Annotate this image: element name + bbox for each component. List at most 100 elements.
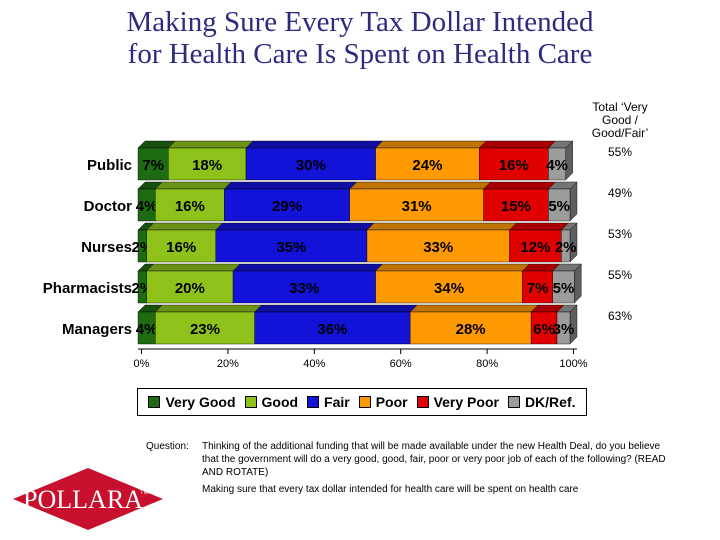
bar-top-face <box>167 140 254 149</box>
question-label: Question: <box>146 441 189 452</box>
bar-front-face <box>479 147 549 181</box>
bar-top-face <box>154 181 232 190</box>
bar-front-face <box>146 229 216 263</box>
bar-segment-pharmacists-fair <box>232 263 384 304</box>
total-column-header: Total ‘Very Good / Good/Fair’ <box>560 101 680 140</box>
legend-label: DK/Ref. <box>524 394 576 410</box>
bar-segment-doctor-good <box>154 181 232 222</box>
bar-segment-pharmacists-poor <box>375 263 530 304</box>
data-label: 29% <box>272 198 302 215</box>
bar-top-face <box>223 181 358 190</box>
data-label: 6% <box>533 321 555 338</box>
category-label-pharmacists: Pharmacists <box>43 280 132 297</box>
bar-top-face <box>483 181 556 190</box>
legend-label: Very Poor <box>433 394 499 410</box>
bar-front-face <box>530 311 558 345</box>
data-label: 35% <box>276 239 306 256</box>
bar-segment-public-poor <box>375 140 487 181</box>
bar-front-face <box>522 270 553 304</box>
legend-item-poor: Poor <box>358 394 408 410</box>
bar-segment-public-dk-ref <box>547 140 574 181</box>
bar-front-face <box>245 147 376 181</box>
bar-top-face <box>409 304 539 313</box>
bar-front-face <box>548 188 571 222</box>
data-label: 15% <box>501 198 531 215</box>
bar-segment-doctor-very-poor <box>483 181 556 222</box>
bar-segment-public-very-poor <box>478 140 556 181</box>
bar-top-face <box>232 263 384 272</box>
category-label-public: Public <box>87 157 132 174</box>
data-label: 34% <box>434 280 464 297</box>
pollara-logo: POLLARA TM <box>13 468 163 530</box>
logo-text: POLLARA <box>23 485 143 514</box>
bar-front-face <box>556 311 571 345</box>
bar-segment-public-good <box>167 140 254 181</box>
bar-front-face <box>366 229 510 263</box>
total-value-public: 55% <box>608 145 632 159</box>
data-label: 23% <box>190 321 220 338</box>
total-header-line-3: Good/Fair’ <box>591 126 649 140</box>
bar-top-face <box>375 140 487 149</box>
data-label: 12% <box>520 239 550 256</box>
bar-top-face <box>349 181 492 190</box>
bar-front-face <box>552 270 575 304</box>
bar-front-face <box>155 311 255 345</box>
question-text: Thinking of the additional funding that … <box>202 441 666 478</box>
bar-top-face <box>375 263 530 272</box>
bar-top-face <box>154 304 263 313</box>
bar-front-face <box>349 188 484 222</box>
data-label: 33% <box>289 280 319 297</box>
bar-segment-public-fair <box>245 140 384 181</box>
category-label-nurses: Nurses <box>81 239 132 256</box>
bar-front-face <box>232 270 376 304</box>
bar-top-face <box>366 222 518 231</box>
total-value-nurses: 53% <box>608 227 632 241</box>
bar-segment-managers-very-poor <box>530 304 565 345</box>
logo-trademark: TM <box>140 490 149 496</box>
data-label: 7% <box>527 280 549 297</box>
legend-item-good: Good <box>244 394 298 410</box>
legend-swatch <box>358 396 371 408</box>
bar-top-face <box>478 140 556 149</box>
data-label: 16% <box>166 239 196 256</box>
bar-front-face <box>168 147 247 181</box>
data-label: 5% <box>553 280 575 297</box>
bar-segment-pharmacists-dk-ref <box>552 263 582 304</box>
data-label: 30% <box>296 157 326 174</box>
data-label: 18% <box>192 157 222 174</box>
chart-title: Making Sure Every Tax Dollar Intended fo… <box>0 6 720 70</box>
bar-segment-nurses-fair <box>215 222 375 263</box>
bar-top-face <box>146 263 241 272</box>
legend-label: Very Good <box>165 394 236 410</box>
total-header-line-2: Good / <box>601 113 639 127</box>
total-value-doctor: 49% <box>608 186 632 200</box>
legend-item-very-good: Very Good <box>148 394 236 410</box>
bar-top-face <box>215 222 375 231</box>
bar-segment-nurses-good <box>146 222 224 263</box>
category-label-doctor: Doctor <box>84 198 132 215</box>
data-label: 2% <box>555 239 577 256</box>
question-item: Making sure that every tax dollar intend… <box>202 484 579 495</box>
x-tick-label: 60% <box>390 358 412 370</box>
bar-side-face <box>569 181 578 222</box>
bar-segment-managers-very-good <box>137 304 163 345</box>
data-label: 24% <box>412 157 442 174</box>
legend-swatch <box>244 396 257 408</box>
bar-front-face <box>375 270 523 304</box>
chart-title-line-2: for Health Care Is Spent on Health Care <box>127 38 593 70</box>
bar-side-face <box>574 263 582 304</box>
bar-front-face <box>561 229 571 263</box>
total-value-pharmacists: 55% <box>608 268 632 282</box>
data-label: 31% <box>402 198 432 215</box>
bar-segment-public-very-good <box>137 140 176 181</box>
bar-top-face <box>254 304 418 313</box>
data-label: 36% <box>317 321 347 338</box>
total-value-managers: 63% <box>608 309 632 323</box>
legend-item-dk-ref: DK/Ref. <box>507 394 576 410</box>
legend-label: Fair <box>324 394 350 410</box>
question-block: Question: Thinking of the additional fun… <box>146 440 666 496</box>
bar-top-face <box>245 140 384 149</box>
bar-front-face <box>375 147 480 181</box>
bar-front-face <box>155 188 225 222</box>
data-label: 4% <box>136 198 158 215</box>
